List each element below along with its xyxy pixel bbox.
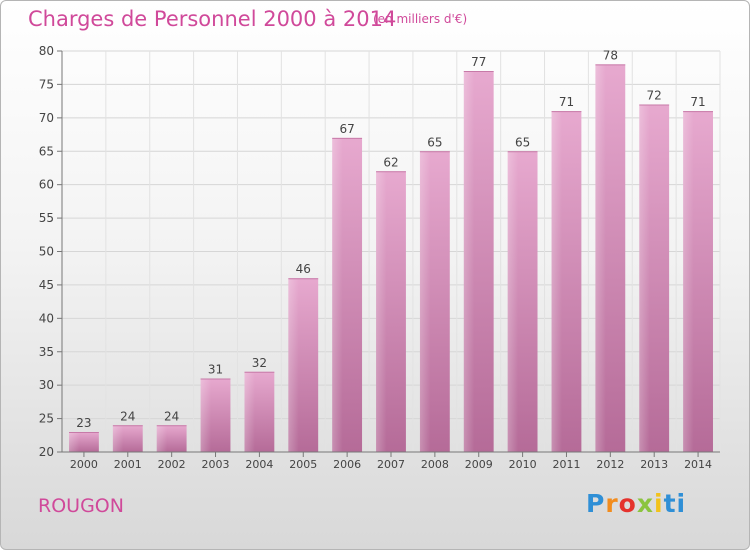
y-tick-label: 55 [39, 211, 54, 225]
chart-subtitle: (en milliers d'€) [373, 12, 468, 26]
data-label: 78 [603, 48, 618, 62]
x-tick-label: 2002 [158, 458, 186, 471]
bar-highlight [419, 151, 431, 452]
data-label: 71 [559, 95, 574, 109]
x-tick-label: 2014 [684, 458, 712, 471]
logo-letter: ti [663, 489, 687, 518]
data-label: 71 [690, 95, 705, 109]
y-tick-label: 65 [39, 144, 54, 158]
data-label: 24 [120, 409, 135, 423]
y-tick-label: 60 [39, 178, 54, 192]
x-tick-label: 2012 [596, 458, 624, 471]
bar-highlight [288, 278, 299, 452]
bar-highlight [639, 104, 650, 452]
bar-highlight [200, 378, 212, 452]
bar-highlight [332, 137, 343, 452]
bar-highlight [69, 431, 80, 452]
data-label: 46 [296, 262, 311, 276]
y-tick-label: 25 [39, 412, 54, 426]
x-tick-label: 2010 [509, 458, 537, 471]
data-label: 65 [427, 135, 442, 149]
y-tick-label: 35 [39, 345, 54, 359]
y-tick-label: 45 [39, 278, 54, 292]
y-tick-label: 30 [39, 378, 54, 392]
bar-highlight [683, 111, 694, 453]
bar-highlight [463, 71, 475, 453]
x-tick-label: 2005 [289, 458, 317, 471]
y-tick-label: 80 [39, 44, 54, 58]
x-tick-label: 2001 [114, 458, 142, 471]
commune-name: ROUGON [38, 495, 124, 517]
logo-letter: P [586, 489, 606, 518]
y-tick-label: 70 [39, 111, 54, 125]
x-tick-label: 2004 [245, 458, 273, 471]
x-tick-label: 2006 [333, 458, 361, 471]
proxiti-logo[interactable]: Proxiti [586, 489, 686, 518]
bar-highlight [595, 64, 606, 452]
logo-letter: x [636, 489, 654, 518]
data-label: 72 [647, 88, 662, 102]
data-label: 77 [471, 55, 486, 69]
data-label: 24 [164, 409, 179, 423]
x-tick-label: 2003 [202, 458, 230, 471]
x-tick-label: 2013 [640, 458, 668, 471]
data-label: 31 [208, 362, 223, 376]
data-label: 65 [515, 135, 530, 149]
bar-highlight [507, 151, 519, 452]
bar-highlight [376, 171, 387, 453]
logo-letter: o [618, 489, 637, 518]
x-tick-label: 2007 [377, 458, 405, 471]
bar-highlight [112, 425, 124, 452]
bar-highlight [156, 425, 168, 452]
y-tick-label: 20 [39, 445, 54, 459]
x-tick-label: 2011 [552, 458, 580, 471]
data-label: 32 [252, 356, 267, 370]
bars-layer: 23 24 24 31 32 46 67 62 65 77 65 71 78 72 71 [69, 48, 713, 453]
data-label: 62 [383, 155, 398, 169]
bar-highlight [244, 371, 255, 452]
y-tick-label: 75 [39, 77, 54, 91]
logo-letter: i [654, 489, 664, 518]
axis-layer: 20 25 30 35 40 45 50 55 60 65 70 75 80 2000 2001 2002 20… [39, 44, 720, 471]
chart-title: Charges de Personnel 2000 à 2014 [28, 7, 397, 31]
data-label: 67 [339, 122, 354, 136]
data-label: 23 [76, 416, 91, 430]
logo-letter: r [605, 489, 619, 518]
y-tick-label: 40 [39, 311, 54, 325]
x-tick-label: 2008 [421, 458, 449, 471]
y-tick-label: 50 [39, 245, 54, 259]
x-tick-label: 2009 [465, 458, 493, 471]
bar-highlight [551, 111, 562, 453]
x-tick-label: 2000 [70, 458, 98, 471]
